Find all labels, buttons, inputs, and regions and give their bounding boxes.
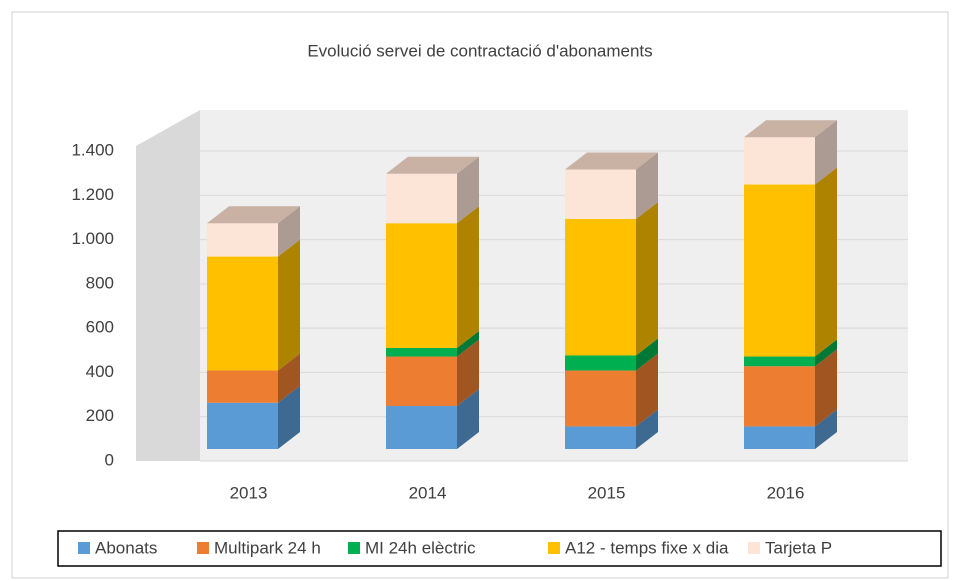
bar-side bbox=[457, 339, 479, 406]
bar-side bbox=[457, 330, 479, 357]
legend-label: Tarjeta P bbox=[765, 538, 832, 557]
bar-side bbox=[815, 349, 837, 427]
bar-front bbox=[207, 370, 278, 403]
bar-segment bbox=[565, 152, 658, 219]
bar-segment bbox=[744, 409, 837, 449]
bar-front bbox=[565, 355, 636, 371]
bar-front bbox=[565, 426, 636, 449]
y-tick-label: 1.000 bbox=[71, 229, 114, 248]
bar-side bbox=[278, 239, 300, 371]
y-tick-label: 200 bbox=[86, 406, 114, 425]
x-tick-label: 2013 bbox=[230, 483, 268, 502]
y-tick-label: 0 bbox=[105, 450, 114, 469]
bar-segment bbox=[744, 167, 837, 357]
bar-segment bbox=[744, 349, 837, 427]
back-wall bbox=[200, 110, 908, 461]
bar-side bbox=[636, 338, 658, 371]
bar-side bbox=[815, 120, 837, 185]
bar-top bbox=[565, 152, 658, 170]
bar-front bbox=[744, 356, 815, 367]
bar-side bbox=[815, 167, 837, 357]
bar-front bbox=[744, 366, 815, 427]
y-tick-label: 1.400 bbox=[71, 140, 114, 159]
bar-side bbox=[457, 206, 479, 348]
bar-segment bbox=[207, 239, 300, 371]
bar-front bbox=[565, 169, 636, 219]
x-tick-label: 2015 bbox=[588, 483, 626, 502]
bar-side bbox=[278, 353, 300, 403]
bar-segment bbox=[207, 206, 300, 257]
bar-segment bbox=[744, 339, 837, 367]
bar-segment bbox=[565, 409, 658, 449]
bar-segment bbox=[386, 339, 479, 406]
bar-front bbox=[207, 256, 278, 371]
bar-segment bbox=[565, 201, 658, 356]
bar-front bbox=[386, 406, 457, 449]
legend-swatch bbox=[348, 542, 360, 554]
plot: 0 200 400 600 800 1.000 1.200 1.400 2013 2014 2015… bbox=[71, 120, 908, 502]
legend-swatch bbox=[548, 542, 560, 554]
bar-front bbox=[565, 370, 636, 427]
y-tick-label: 600 bbox=[86, 318, 114, 337]
bar-segment bbox=[386, 330, 479, 357]
y-tick-label: 800 bbox=[86, 273, 114, 292]
bar-side bbox=[815, 409, 837, 449]
legend-swatch bbox=[748, 542, 760, 554]
bar-segment bbox=[565, 338, 658, 371]
x-tick-label: 2014 bbox=[409, 483, 447, 502]
legend-swatch bbox=[78, 542, 90, 554]
x-tick-label: 2016 bbox=[767, 483, 805, 502]
bar-segment bbox=[386, 156, 479, 224]
bar-side bbox=[636, 353, 658, 427]
legend: Abonats Multipark 24 h MI 24h elèctric A12 … bbox=[78, 538, 832, 557]
bar-side bbox=[815, 339, 837, 367]
bar-front bbox=[744, 137, 815, 185]
bar-segment bbox=[744, 120, 837, 185]
bar-segment bbox=[386, 206, 479, 348]
legend-swatch bbox=[197, 542, 209, 554]
bar-segment bbox=[565, 353, 658, 427]
bar-segment bbox=[207, 353, 300, 403]
bar-side bbox=[636, 409, 658, 449]
bar-front bbox=[386, 347, 457, 357]
bar-side bbox=[457, 156, 479, 224]
bar-top bbox=[386, 156, 479, 174]
side-wall bbox=[136, 110, 200, 461]
legend-label: Multipark 24 h bbox=[214, 538, 321, 557]
legend-label: A12 - temps fixe x dia bbox=[565, 538, 729, 557]
legend-label: MI 24h elèctric bbox=[365, 538, 476, 557]
bar-front bbox=[386, 173, 457, 224]
bar-front bbox=[386, 223, 457, 348]
bar-segment bbox=[386, 389, 479, 449]
bar-top bbox=[207, 206, 300, 224]
bar-front bbox=[744, 184, 815, 357]
bar-segment bbox=[207, 385, 300, 449]
bar-front bbox=[386, 356, 457, 406]
bar-front bbox=[207, 402, 278, 449]
bar-front bbox=[207, 223, 278, 257]
legend-label: Abonats bbox=[95, 538, 157, 557]
chart-title: Evolució servei de contractació d'abonam… bbox=[307, 41, 652, 60]
bar-side bbox=[278, 385, 300, 449]
bar-side bbox=[636, 201, 658, 356]
bar-front bbox=[744, 426, 815, 449]
bar-side bbox=[636, 152, 658, 219]
y-tick-label: 1.200 bbox=[71, 185, 114, 204]
y-tick-label: 400 bbox=[86, 362, 114, 381]
bar-top bbox=[744, 120, 837, 138]
bar-side bbox=[278, 206, 300, 257]
bar-front bbox=[565, 218, 636, 356]
bar-side bbox=[457, 389, 479, 449]
